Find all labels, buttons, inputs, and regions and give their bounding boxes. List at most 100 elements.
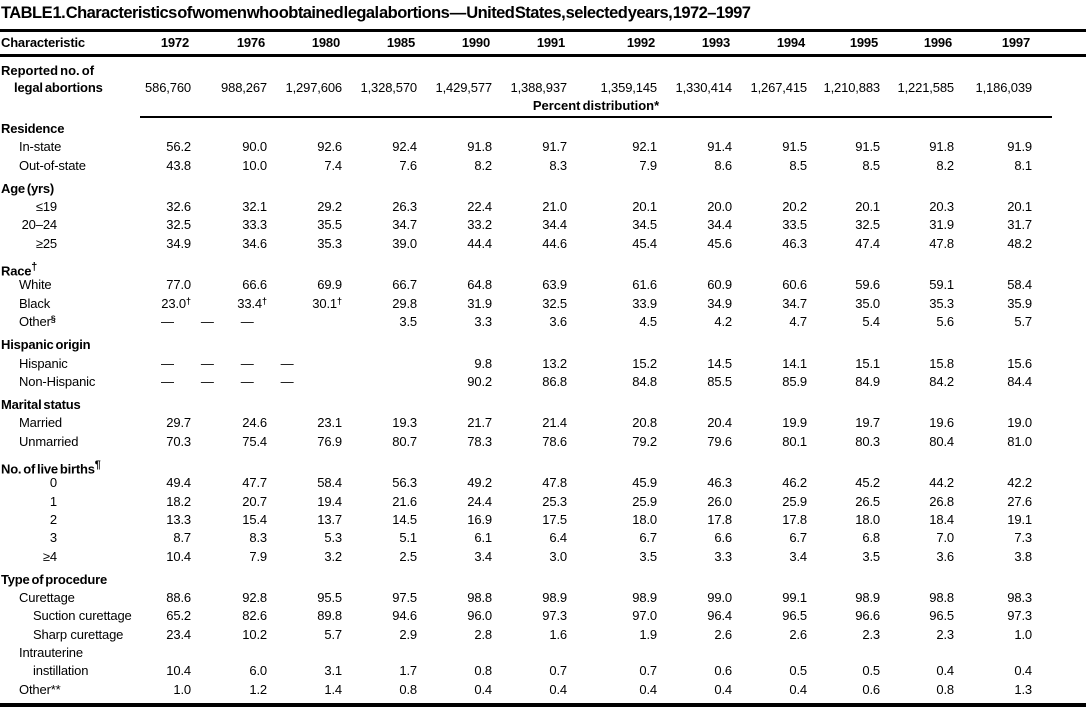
row-label: Hispanic [19, 355, 68, 371]
value-cell: 91.4 [707, 139, 732, 155]
row-label: ≥25 [0, 235, 140, 253]
value-cell: 2.9 [399, 626, 417, 642]
value-cell: 49.2 [467, 475, 492, 491]
value-cell: 64.8 [467, 277, 492, 293]
value-cell: 45.9 [632, 475, 657, 491]
value-cell: 18.0 [855, 511, 880, 527]
row-label: Sharp curettage [33, 626, 124, 642]
column-header-row: Characteristic 1972 1976 1980 1985 1990 1991 1… [0, 32, 1086, 54]
row-label: 2 [0, 511, 140, 529]
value-cell: 20.1 [855, 199, 880, 215]
value-cell: 46.3 [782, 235, 807, 251]
value-cell: 988,267 [221, 79, 267, 95]
value-cell: 34.7 [782, 295, 807, 311]
value-cell: 92.6 [317, 139, 342, 155]
value-cell: 80.4 [929, 433, 954, 449]
value-cell: 35.0 [855, 295, 880, 311]
no-data-dashes: — — — — [140, 373, 417, 391]
value-cell: 26.0 [707, 493, 732, 509]
table-row: instillation 10.4 6.0 3.1 1.7 0.8 0.7 0.7 0.6 0.5… [0, 662, 1086, 680]
value-cell: 75.4 [242, 433, 267, 449]
row-19: ≤19 32.6 32.1 29.2 26.3 22.4 21.0 20.1 20.0 20.2 2… [0, 198, 1086, 216]
value-cell: 26.3 [392, 199, 417, 215]
dash-cell: — [161, 355, 174, 371]
year-header: 1980 [311, 35, 340, 50]
value-cell: 1,186,039 [975, 79, 1033, 95]
value-cell: 6.0 [249, 663, 267, 679]
value-cell: 34.9 [707, 295, 732, 311]
value-cell: 96.6 [855, 608, 880, 624]
value-cell: 56.3 [392, 475, 417, 491]
value-cell: 0.4 [549, 681, 567, 697]
value-cell: 0.6 [714, 663, 732, 679]
value-cell: 3.5 [399, 313, 417, 329]
footnote-marker: † [185, 295, 191, 306]
value-cell: 56.2 [166, 139, 191, 155]
section-header-row: Residence [1, 121, 65, 136]
value-cell: 58.4 [1007, 277, 1032, 293]
value-cell: 20.8 [632, 415, 657, 431]
row-label: In-state [19, 139, 62, 155]
value-cell: 5.7 [324, 626, 342, 642]
value-cell: 82.6 [242, 608, 267, 624]
value-cell: 21.6 [392, 493, 417, 509]
value-cell: 1.0 [173, 681, 191, 697]
value-cell: 1,429,577 [435, 79, 493, 95]
value-cell: 59.1 [929, 277, 954, 293]
value-cell: 19.1 [1007, 511, 1032, 527]
value-cell: 99.0 [707, 590, 732, 606]
value-cell: 95.5 [317, 590, 342, 606]
row-label-text: 2 [49, 511, 57, 527]
value-cell: 98.3 [1007, 590, 1032, 606]
value-cell: 84.2 [929, 373, 954, 389]
value-cell: 96.5 [782, 608, 807, 624]
value-cell: 35.3 [929, 295, 954, 311]
value-cell: 91.5 [855, 139, 880, 155]
row-label: Curettage [19, 590, 75, 606]
value-cell: 20.0 [707, 199, 732, 215]
value-cell: 0.4 [789, 681, 807, 697]
section-header-row: Hispanic origin [1, 337, 91, 353]
value-cell: 586,760 [145, 79, 191, 95]
value-cell: 39.0 [392, 235, 417, 251]
value-cell: 1.7 [399, 663, 417, 679]
value-cell: 20.7 [242, 493, 267, 509]
section-marital-status: Marital status Married 29.7 24.6 23.1 19.3 21.… [0, 396, 1086, 451]
row-label-text: ≥4 [42, 548, 57, 564]
row-label: Other** [19, 681, 61, 697]
value-cell: 23.1 [317, 415, 342, 431]
value-cell: 77.0 [166, 277, 191, 293]
value-cell: 1,221,585 [897, 79, 955, 95]
reported-abortions-label-line1: Reported no. of [1, 62, 95, 78]
value-cell: 0.4 [639, 681, 657, 697]
value-cell: 3.6 [549, 313, 567, 329]
section-no-of-live-births: No. of live births¶ 0 49.4 47.7 58.4 56.3 49.2… [0, 456, 1086, 566]
value-cell: 33.9 [632, 295, 657, 311]
header-rule [0, 54, 1086, 57]
value-cell: 91.7 [542, 139, 567, 155]
value-cell: 33.4† [237, 295, 267, 311]
value-cell: 10.0 [242, 157, 267, 173]
value-cell: 6.6 [714, 530, 732, 546]
dash-cell: — [240, 355, 254, 371]
value-cell: 8.5 [789, 157, 807, 173]
value-cell: 5.6 [936, 313, 954, 329]
value-cell: 7.3 [1014, 530, 1032, 546]
value-cell: 8.1 [1014, 157, 1032, 173]
section-header-row: No. of live births¶ [1, 459, 101, 477]
value-cell: 13.7 [317, 511, 342, 527]
value-cell: 19.4 [317, 493, 342, 509]
row-label: 1 [0, 493, 140, 511]
value-cell: 99.1 [782, 590, 807, 606]
value-cell: 46.3 [707, 475, 732, 491]
value-cell: 92.1 [632, 139, 657, 155]
row-unmarried: Unmarried 70.3 75.4 76.9 80.7 78.3 78.6 79.2 79.… [0, 433, 1086, 451]
value-cell: 13.2 [542, 355, 567, 371]
value-cell: 98.9 [542, 590, 567, 606]
value-cell: 0.8 [399, 681, 417, 697]
value-cell: 5.4 [862, 313, 880, 329]
row-label: Intrauterine [19, 645, 83, 661]
value-cell: 81.0 [1007, 433, 1032, 449]
value-cell: 19.0 [1007, 415, 1032, 431]
value-cell: 85.9 [782, 373, 807, 389]
